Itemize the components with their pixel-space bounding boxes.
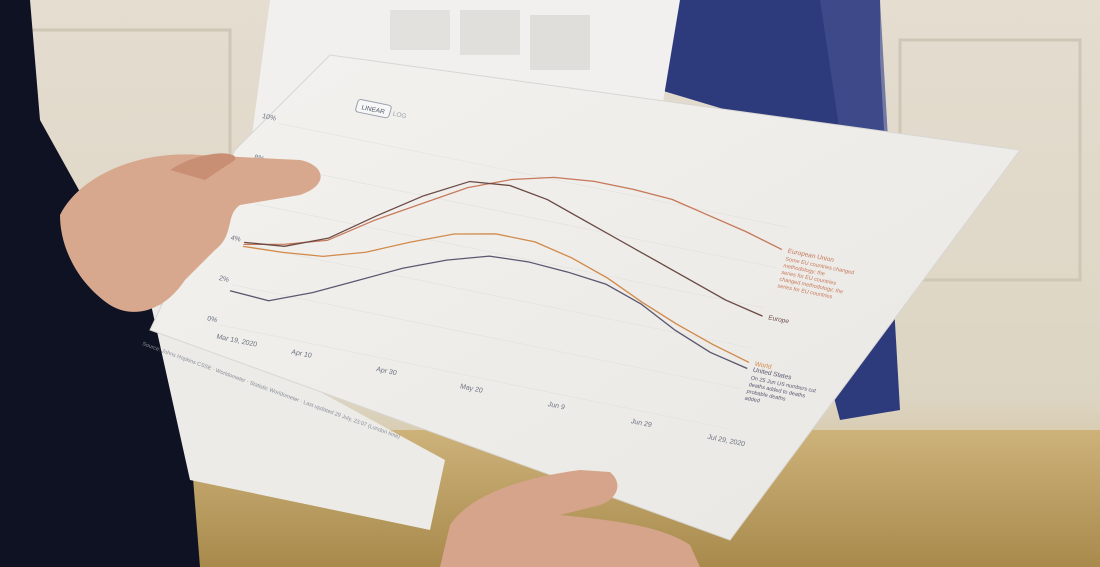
x-tick-label: Apr 10 <box>290 349 312 360</box>
gridline <box>243 244 754 349</box>
y-tick-label: 4% <box>230 235 242 244</box>
gridline <box>219 324 730 430</box>
log-toggle-label: LOG <box>392 111 407 120</box>
scale-toggle[interactable]: LINEAR LOG <box>355 99 408 122</box>
x-tick-label: Jun 9 <box>547 401 566 411</box>
back-paper-sheet <box>150 300 445 530</box>
series-label: World <box>754 361 773 371</box>
x-tick-label: May 20 <box>459 383 484 394</box>
thumbnail-2 <box>460 10 520 55</box>
series-lines <box>229 176 783 370</box>
linear-toggle-button[interactable] <box>355 99 392 119</box>
series-line-europe <box>243 180 763 317</box>
thumbnail-3 <box>530 15 590 70</box>
x-tick-label: Apr 30 <box>375 366 397 377</box>
left-hand <box>60 154 321 312</box>
y-tick-label: 2% <box>218 275 230 284</box>
series-line-european-union <box>243 176 783 251</box>
gridline <box>278 123 789 228</box>
series-note-line: added <box>744 396 761 405</box>
x-tick-label: Jun 29 <box>630 418 653 429</box>
left-thumb <box>170 153 236 180</box>
thumbnail-1 <box>390 10 450 50</box>
y-tick-label: 10% <box>261 113 277 123</box>
series-line-world <box>242 233 750 364</box>
gridline <box>231 284 742 389</box>
y-tick-label: 0% <box>206 315 218 324</box>
gridline <box>266 163 777 269</box>
right-hand <box>440 470 700 567</box>
series-line-united-states <box>229 255 748 370</box>
series-label: Europe <box>767 314 790 325</box>
linear-toggle-label: LINEAR <box>361 104 386 115</box>
gridline <box>255 203 765 309</box>
gridlines <box>219 123 789 430</box>
